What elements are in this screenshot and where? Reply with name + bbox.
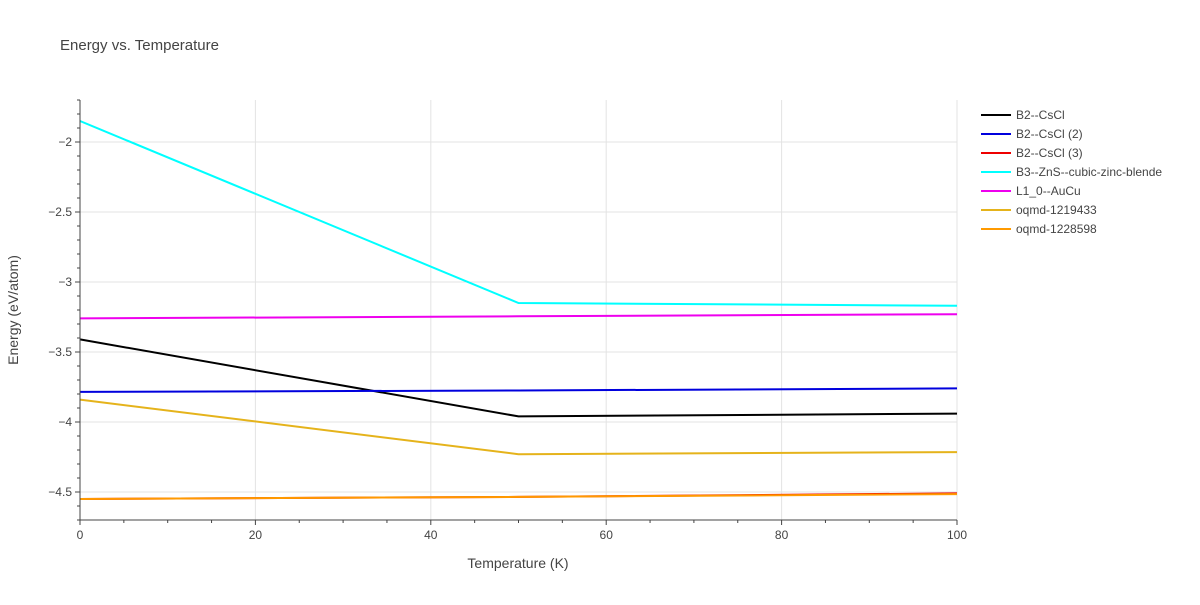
y-tick-label: −4.5 <box>48 485 72 499</box>
series-line-6 <box>79 398 958 456</box>
series-line-4 <box>79 120 958 307</box>
x-tick-label: 0 <box>77 528 84 542</box>
legend-label: oqmd-1219433 <box>1016 203 1097 217</box>
x-axis-title: Temperature (K) <box>467 555 568 571</box>
legend-item[interactable]: B2--CsCl (2) <box>981 127 1083 141</box>
legend-item[interactable]: oqmd-1228598 <box>981 222 1097 236</box>
plot-area <box>79 120 958 500</box>
legend-label: B3--ZnS--cubic-zinc-blende <box>1016 165 1162 179</box>
y-tick-label: −3 <box>58 275 72 289</box>
axes: 0 20 40 60 80 100 −4.5 −4 −3.5 −3 −2.5 −2 <box>48 99 967 542</box>
x-tick-label: 20 <box>249 528 263 542</box>
x-tick-label: 100 <box>947 528 967 542</box>
legend-label: L1_0--AuCu <box>1016 184 1081 198</box>
grid-lines <box>80 100 958 520</box>
x-tick-label: 80 <box>775 528 789 542</box>
x-tick-label: 40 <box>424 528 438 542</box>
series-line-7 <box>79 493 958 500</box>
legend[interactable]: B2--CsCl B2--CsCl (2) B2--CsCl (3) B3--ZnS-… <box>981 108 1162 236</box>
y-tick-label: −2 <box>58 135 72 149</box>
legend-item[interactable]: L1_0--AuCu <box>981 184 1081 198</box>
y-axis-title: Energy (eV/atom) <box>5 255 21 365</box>
series-line-5 <box>79 313 958 320</box>
y-tick-label: −4 <box>58 415 72 429</box>
series-line-1 <box>79 338 958 418</box>
legend-item[interactable]: B2--CsCl (3) <box>981 146 1083 160</box>
y-tick-label: −3.5 <box>48 345 72 359</box>
series-line-2 <box>79 387 958 393</box>
legend-item[interactable]: oqmd-1219433 <box>981 203 1097 217</box>
chart-title: Energy vs. Temperature <box>60 37 219 54</box>
legend-label: B2--CsCl <box>1016 108 1065 122</box>
legend-label: B2--CsCl (2) <box>1016 127 1083 141</box>
legend-label: B2--CsCl (3) <box>1016 146 1083 160</box>
y-tick-label: −2.5 <box>48 205 72 219</box>
legend-item[interactable]: B2--CsCl <box>981 108 1065 122</box>
x-tick-label: 60 <box>600 528 614 542</box>
legend-label: oqmd-1228598 <box>1016 222 1097 236</box>
legend-item[interactable]: B3--ZnS--cubic-zinc-blende <box>981 165 1162 179</box>
